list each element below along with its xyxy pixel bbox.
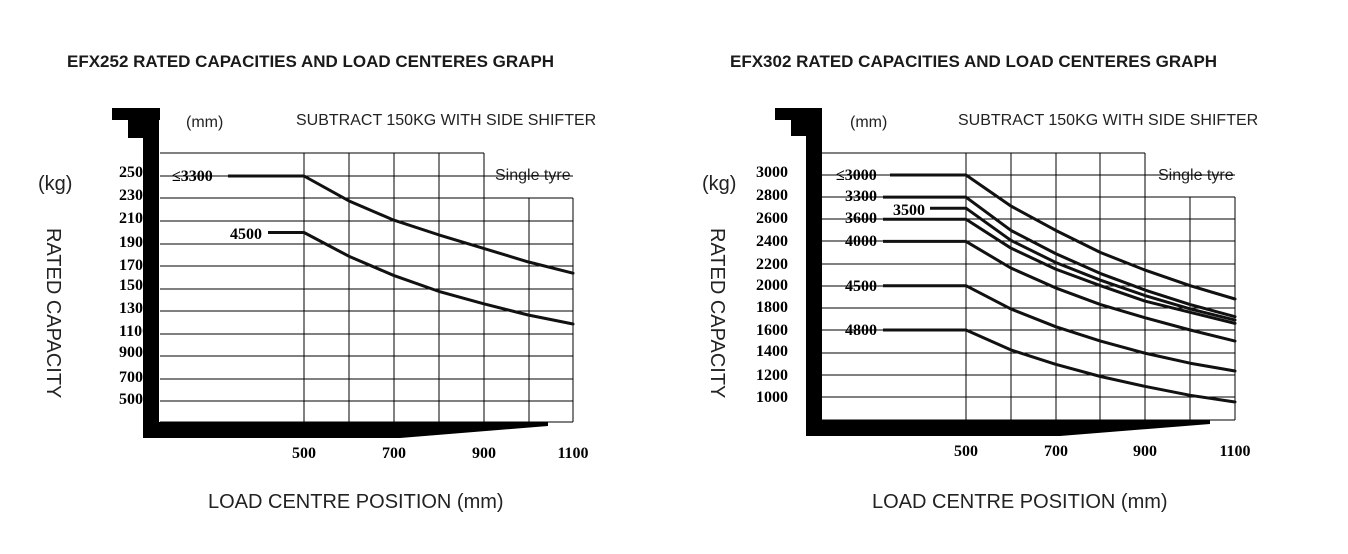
series-line-3500 (964, 206, 1237, 322)
y-tick-label: 2400 (756, 233, 788, 250)
x-tick-label: 500 (292, 445, 316, 462)
y-tick-label: 1400 (756, 343, 788, 360)
y-unit-efx252: (kg) (38, 173, 72, 195)
series-label: 4800 (845, 322, 877, 339)
series-line-3000 (964, 173, 1237, 301)
series-line-3300 (302, 174, 575, 275)
x-tick-label: 1100 (557, 445, 588, 462)
series-line-4500 (302, 231, 575, 326)
chart-title-efx252: EFX252 RATED CAPACITIES AND LOAD CENTERE… (67, 52, 554, 71)
chart-title-efx302: EFX302 RATED CAPACITIES AND LOAD CENTERE… (730, 52, 1217, 71)
y-axis-label-efx302: RATED CAPACITY (706, 228, 728, 398)
y-tick-label: 1600 (756, 322, 788, 339)
y-tick-label: 2000 (756, 277, 788, 294)
y-tick-label: 2600 (756, 210, 788, 227)
y-tick-label: 2300 (119, 187, 151, 204)
series-label: 4500 (230, 226, 262, 243)
y-tick-label: 500 (119, 391, 143, 408)
frame-efx302 (775, 108, 1210, 436)
x-tick-label: 1100 (1219, 443, 1250, 460)
plot-efx252: 2500 2300 2100 1900 1700 1500 1300 1100 900 700 50… (119, 152, 589, 462)
series-label: ≤3000 (836, 167, 877, 184)
series-line-4500 (964, 284, 1237, 373)
x-axis-label-efx302: LOAD CENTRE POSITION (mm) (872, 491, 1168, 513)
series-label: 4000 (845, 233, 877, 250)
series-line-4800 (964, 328, 1237, 404)
y-tick-label: 700 (119, 369, 143, 386)
x-tick-label: 700 (382, 445, 406, 462)
y-tick-label: 1500 (119, 277, 151, 294)
series-label: 4500 (845, 278, 877, 295)
frame-axis-x-efx252 (143, 422, 548, 438)
y-tick-label: 1100 (119, 323, 150, 340)
y-tick-label: 1300 (119, 300, 151, 317)
frame-efx252 (112, 108, 548, 438)
note-efx302: SUBTRACT 150KG WITH SIDE SHIFTER (958, 112, 1258, 129)
y-tick-label: 2500 (119, 164, 151, 181)
frame-axis-bar-efx302 (806, 120, 822, 436)
x-tick-label: 700 (1044, 443, 1068, 460)
y-tick-label: 1700 (119, 257, 151, 274)
series-label: 3600 (845, 210, 877, 227)
y-tick-label: 2800 (756, 187, 788, 204)
x-tick-label: 900 (1133, 443, 1157, 460)
x-tick-label: 500 (954, 443, 978, 460)
series-label: 3500 (893, 202, 925, 219)
y-tick-label: 1800 (756, 299, 788, 316)
y-tick-label: 2100 (119, 210, 151, 227)
series-label: 3300 (845, 188, 877, 205)
note-efx252: SUBTRACT 150KG WITH SIDE SHIFTER (296, 112, 596, 129)
frame-axis-bar-efx252 (143, 120, 159, 438)
x-tick-label: 900 (472, 445, 496, 462)
y-tick-label: 1000 (756, 389, 788, 406)
series-line-4000 (964, 239, 1237, 343)
frame-axis-x-efx302 (806, 420, 1210, 436)
height-unit-efx252: (mm) (186, 114, 223, 131)
series-line-3600 (964, 217, 1237, 325)
y-unit-efx302: (kg) (702, 173, 736, 195)
plot-efx302: 3000 2800 2600 2400 2200 2000 1800 1600 1400 1200… (756, 152, 1251, 460)
y-tick-label: 2200 (756, 256, 788, 273)
height-unit-efx302: (mm) (850, 114, 887, 131)
series-label: ≤3300 (172, 168, 213, 185)
x-axis-label-efx252: LOAD CENTRE POSITION (mm) (208, 491, 504, 513)
y-tick-label: 1900 (119, 234, 151, 251)
y-axis-label-efx252: RATED CAPACITY (42, 228, 64, 398)
y-tick-label: 900 (119, 344, 143, 361)
y-tick-label: 3000 (756, 164, 788, 181)
y-tick-label: 1200 (756, 367, 788, 384)
series-line-3300 (964, 195, 1237, 319)
